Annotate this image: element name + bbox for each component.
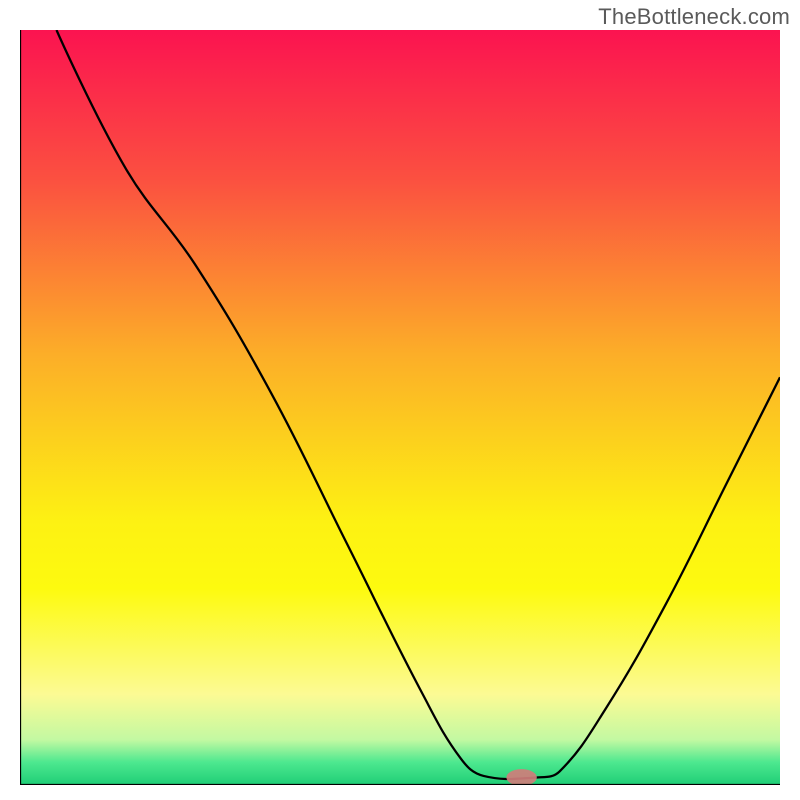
plot-svg [20,30,780,785]
plot-background [20,30,780,785]
plot-area [20,30,780,785]
watermark-text: TheBottleneck.com [598,4,790,30]
optimal-marker [506,769,536,785]
chart-container: TheBottleneck.com [0,0,800,800]
